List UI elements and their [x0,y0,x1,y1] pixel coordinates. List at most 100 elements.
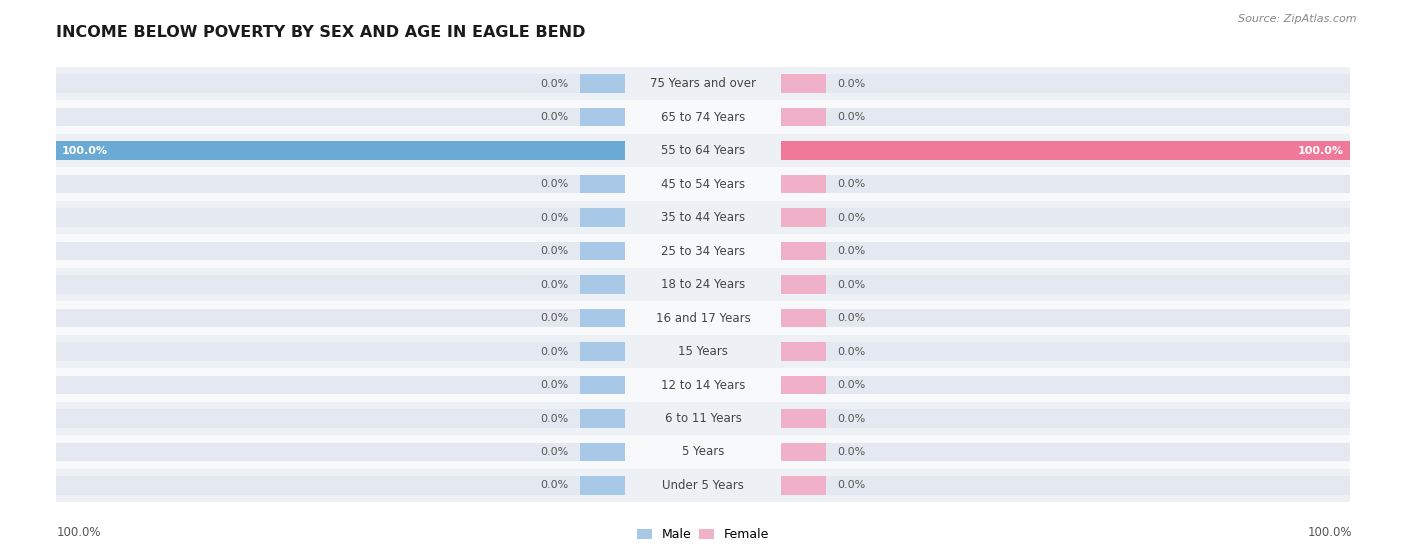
Text: 0.0%: 0.0% [838,313,866,323]
Bar [780,208,1350,227]
Bar [579,376,626,394]
Text: 35 to 44 Years: 35 to 44 Years [661,211,745,224]
Bar [780,477,827,495]
FancyBboxPatch shape [626,201,780,234]
Bar [579,108,626,126]
Text: 0.0%: 0.0% [838,380,866,390]
Text: 75 Years and over: 75 Years and over [650,77,756,90]
Bar [780,108,1350,126]
Text: 0.0%: 0.0% [540,347,568,357]
Text: 16 and 17 Years: 16 and 17 Years [655,311,751,325]
Bar [780,242,827,260]
Text: 0.0%: 0.0% [838,280,866,290]
FancyBboxPatch shape [780,268,1350,301]
Text: 25 to 34 Years: 25 to 34 Years [661,244,745,258]
Bar [780,309,827,327]
Bar [56,309,626,327]
Text: 12 to 14 Years: 12 to 14 Years [661,378,745,392]
Text: 65 to 74 Years: 65 to 74 Years [661,110,745,124]
FancyBboxPatch shape [56,100,626,134]
FancyBboxPatch shape [626,335,780,368]
Bar [780,276,1350,294]
Bar [579,342,626,360]
Bar [780,410,1350,427]
Text: 0.0%: 0.0% [540,280,568,290]
Text: 0.0%: 0.0% [540,179,568,189]
Text: 0.0%: 0.0% [540,413,568,424]
FancyBboxPatch shape [780,469,1350,502]
FancyBboxPatch shape [626,368,780,402]
FancyBboxPatch shape [780,201,1350,234]
Bar [56,477,626,495]
Text: 15 Years: 15 Years [678,345,728,358]
FancyBboxPatch shape [780,234,1350,268]
FancyBboxPatch shape [56,201,626,234]
Text: 0.0%: 0.0% [838,79,866,89]
FancyBboxPatch shape [626,67,780,100]
Bar [56,108,626,126]
Text: 0.0%: 0.0% [838,447,866,457]
Bar [579,443,626,461]
FancyBboxPatch shape [780,167,1350,201]
FancyBboxPatch shape [626,134,780,167]
FancyBboxPatch shape [780,67,1350,100]
Bar [56,342,626,360]
FancyBboxPatch shape [626,301,780,335]
Text: 0.0%: 0.0% [540,480,568,490]
Bar [56,175,626,193]
Text: 100.0%: 100.0% [62,146,108,156]
Text: 100.0%: 100.0% [1308,526,1353,540]
Text: 5 Years: 5 Years [682,445,724,459]
FancyBboxPatch shape [626,100,780,134]
FancyBboxPatch shape [626,435,780,469]
FancyBboxPatch shape [56,368,626,402]
Bar [780,342,827,360]
Bar [780,342,1350,360]
Bar [579,208,626,227]
Bar [780,242,1350,260]
Text: 6 to 11 Years: 6 to 11 Years [665,412,741,425]
Bar [780,376,1350,394]
FancyBboxPatch shape [56,234,626,268]
Bar [780,309,1350,327]
Bar [56,141,626,160]
FancyBboxPatch shape [626,268,780,301]
Bar [579,410,626,427]
Bar [780,74,827,93]
Text: 100.0%: 100.0% [56,526,101,540]
FancyBboxPatch shape [626,402,780,435]
FancyBboxPatch shape [780,368,1350,402]
FancyBboxPatch shape [56,469,626,502]
Text: 0.0%: 0.0% [540,313,568,323]
Bar [780,175,1350,193]
Bar [780,443,827,461]
FancyBboxPatch shape [56,167,626,201]
Text: INCOME BELOW POVERTY BY SEX AND AGE IN EAGLE BEND: INCOME BELOW POVERTY BY SEX AND AGE IN E… [56,25,586,40]
Text: Under 5 Years: Under 5 Years [662,479,744,492]
Bar [780,443,1350,461]
Bar [579,175,626,193]
Bar [780,410,827,427]
Bar [780,175,827,193]
Text: 0.0%: 0.0% [838,179,866,189]
Bar [780,477,1350,495]
Bar [56,242,626,260]
Bar [56,141,626,160]
Text: 0.0%: 0.0% [540,246,568,256]
Bar [56,74,626,93]
Bar [579,309,626,327]
Text: 0.0%: 0.0% [838,347,866,357]
Bar [780,141,1350,160]
Text: 0.0%: 0.0% [838,480,866,490]
Bar [780,108,827,126]
Bar [56,443,626,461]
Text: 0.0%: 0.0% [540,213,568,223]
Text: 0.0%: 0.0% [540,380,568,390]
FancyBboxPatch shape [56,134,626,167]
FancyBboxPatch shape [780,402,1350,435]
Bar [56,376,626,394]
Text: 0.0%: 0.0% [838,246,866,256]
Text: 0.0%: 0.0% [540,79,568,89]
Bar [56,410,626,427]
Text: 0.0%: 0.0% [838,112,866,122]
